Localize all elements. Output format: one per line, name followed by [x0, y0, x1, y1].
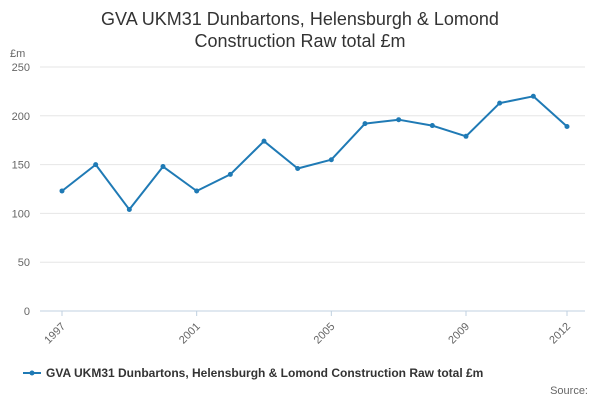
x-tick-label: 2009 — [446, 321, 472, 347]
data-point-2008[interactable] — [429, 123, 435, 129]
chart-title-line-1: GVA UKM31 Dunbartons, Helensburgh & Lomo… — [101, 9, 499, 29]
data-point-2012[interactable] — [564, 124, 570, 130]
y-tick-label: 200 — [12, 111, 30, 123]
data-point-2001[interactable] — [194, 188, 200, 194]
y-axis-ticks: 0 50 100 150 200 250 — [12, 62, 30, 318]
data-point-2002[interactable] — [227, 171, 233, 177]
y-tick-label: 0 — [24, 306, 30, 318]
data-point-2009[interactable] — [463, 133, 469, 139]
y-tick-label: 250 — [12, 62, 30, 74]
data-point-2011[interactable] — [530, 93, 536, 99]
data-point-2000[interactable] — [160, 164, 166, 170]
legend[interactable]: GVA UKM31 Dunbartons, Helensburgh & Lomo… — [23, 366, 483, 380]
data-point-2004[interactable] — [295, 166, 301, 172]
x-tick-label: 2012 — [547, 321, 573, 347]
series-line — [61, 95, 568, 211]
data-point-1997[interactable] — [59, 188, 65, 194]
legend-point-marker — [29, 370, 35, 376]
chart-title-line-2: Construction Raw total £m — [194, 31, 405, 51]
data-point-1999[interactable] — [126, 206, 132, 212]
series-group — [59, 93, 570, 212]
data-point-2005[interactable] — [328, 157, 334, 163]
y-tick-label: 100 — [12, 208, 30, 220]
x-tick-label: 1997 — [42, 321, 68, 347]
data-point-2010[interactable] — [497, 100, 503, 106]
chart-title: GVA UKM31 Dunbartons, Helensburgh & Lomo… — [101, 9, 499, 51]
y-tick-label: 50 — [18, 257, 30, 269]
data-point-1998[interactable] — [93, 162, 99, 168]
x-tick-label: 2001 — [177, 321, 203, 347]
data-point-2006[interactable] — [362, 121, 368, 127]
x-axis-ticks: 1997 2001 2005 2009 2012 — [42, 311, 573, 346]
data-point-2003[interactable] — [261, 138, 267, 144]
source-label: Source: — [550, 385, 588, 397]
y-tick-label: 150 — [12, 160, 30, 172]
y-axis-unit-label: £m — [10, 48, 25, 60]
legend-entry-label: GVA UKM31 Dunbartons, Helensburgh & Lomo… — [46, 366, 483, 380]
data-point-2007[interactable] — [396, 117, 402, 123]
x-tick-label: 2005 — [312, 321, 338, 347]
